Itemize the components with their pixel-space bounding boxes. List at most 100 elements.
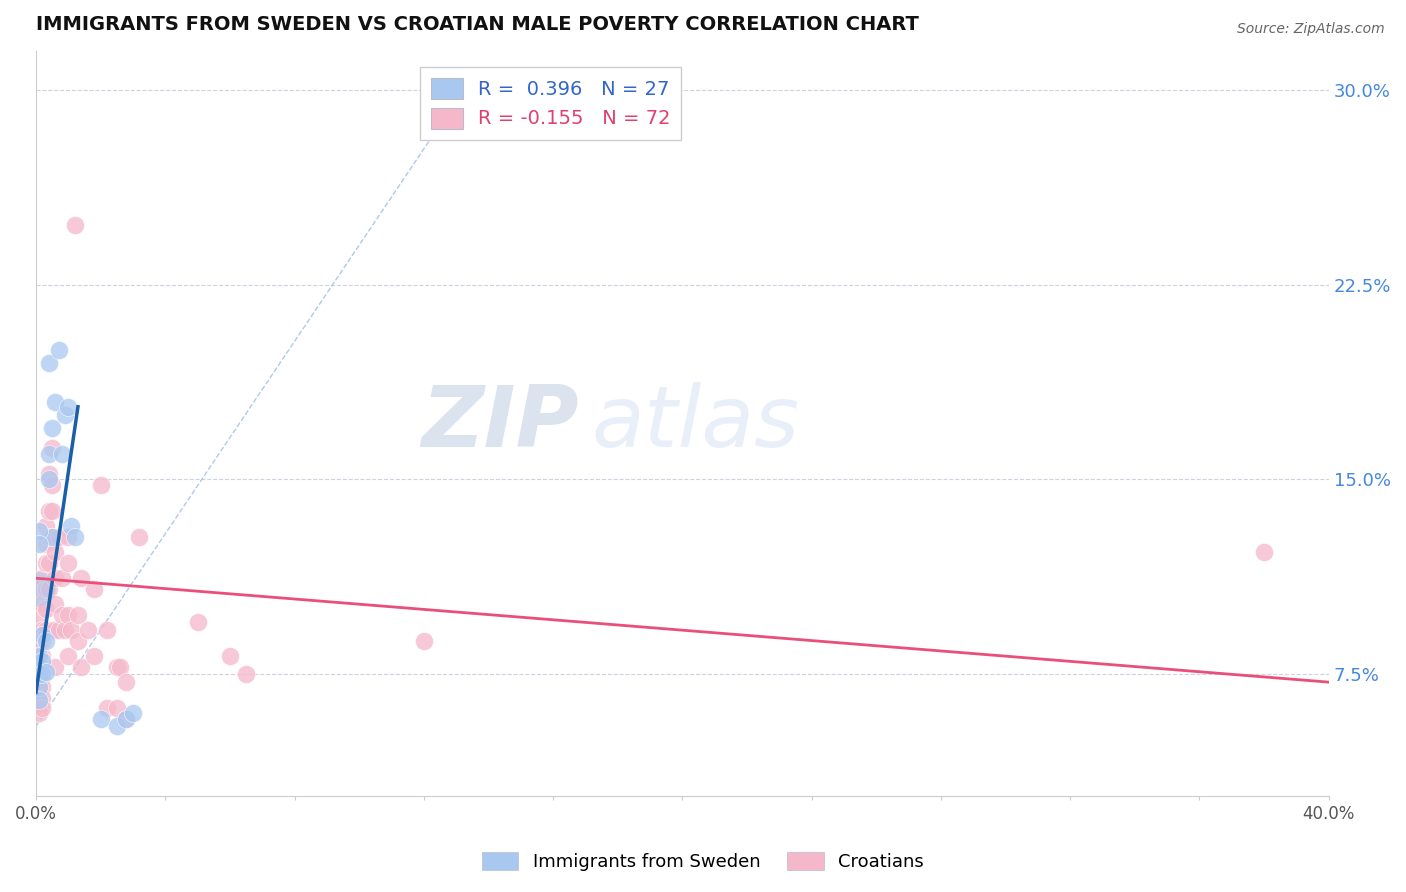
Point: [83, 649, 105, 664]
Point: [60, 623, 83, 637]
Point: [28, 633, 51, 648]
Point: [96, 623, 118, 637]
Point: [28, 667, 51, 681]
Point: [63, 530, 86, 544]
Point: [31, 667, 53, 681]
Point: [31, 633, 53, 648]
Point: [44, 394, 66, 409]
Point: [38, 556, 60, 570]
Point: [66, 607, 89, 622]
Point: [31, 670, 53, 684]
Point: [28, 582, 51, 596]
Point: [31, 690, 53, 705]
Point: [28, 524, 51, 539]
Point: [90, 477, 112, 491]
Legend: Immigrants from Sweden, Croatians: Immigrants from Sweden, Croatians: [475, 845, 931, 879]
Text: atlas: atlas: [592, 382, 800, 465]
Point: [41, 504, 63, 518]
Point: [34, 665, 56, 679]
Point: [41, 477, 63, 491]
Point: [38, 446, 60, 460]
Point: [31, 571, 53, 585]
Point: [38, 504, 60, 518]
Point: [105, 719, 128, 733]
Legend: R =  0.396   N = 27, R = -0.155   N = 72: R = 0.396 N = 27, R = -0.155 N = 72: [420, 67, 681, 140]
Point: [34, 519, 56, 533]
Point: [48, 623, 70, 637]
Point: [28, 607, 51, 622]
Point: [53, 408, 76, 422]
Point: [28, 696, 51, 710]
Point: [1253, 545, 1275, 559]
Point: [83, 582, 105, 596]
Point: [38, 355, 60, 369]
Point: [28, 693, 51, 707]
Point: [128, 530, 150, 544]
Point: [115, 712, 138, 726]
Point: [58, 649, 80, 664]
Point: [412, 633, 434, 648]
Point: [58, 530, 80, 544]
Point: [44, 623, 66, 637]
Point: [41, 420, 63, 434]
Point: [44, 571, 66, 585]
Point: [34, 582, 56, 596]
Point: [115, 712, 138, 726]
Point: [31, 623, 53, 637]
Point: [76, 623, 98, 637]
Text: IMMIGRANTS FROM SWEDEN VS CROATIAN MALE POVERTY CORRELATION CHART: IMMIGRANTS FROM SWEDEN VS CROATIAN MALE …: [37, 15, 918, 34]
Point: [90, 712, 112, 726]
Point: [27, 582, 49, 596]
Point: [34, 633, 56, 648]
Point: [60, 519, 83, 533]
Point: [41, 623, 63, 637]
Point: [31, 597, 53, 611]
Point: [34, 556, 56, 570]
Point: [41, 530, 63, 544]
Point: [28, 685, 51, 699]
Point: [235, 667, 257, 681]
Point: [70, 571, 93, 585]
Point: [186, 615, 208, 630]
Point: [34, 537, 56, 551]
Point: [31, 654, 53, 668]
Point: [28, 537, 51, 551]
Point: [41, 530, 63, 544]
Point: [66, 633, 89, 648]
Point: [44, 545, 66, 559]
Point: [51, 446, 73, 460]
Point: [31, 649, 53, 664]
Point: [58, 607, 80, 622]
Point: [38, 582, 60, 596]
Point: [28, 649, 51, 664]
Point: [31, 681, 53, 695]
Point: [105, 701, 128, 715]
Point: [31, 659, 53, 673]
Point: [48, 530, 70, 544]
Point: [44, 597, 66, 611]
Point: [70, 659, 93, 673]
Point: [122, 706, 145, 721]
Point: [44, 659, 66, 673]
Point: [38, 467, 60, 482]
Point: [105, 659, 128, 673]
Point: [38, 530, 60, 544]
Point: [28, 675, 51, 690]
Point: [31, 701, 53, 715]
Point: [28, 681, 51, 695]
Point: [28, 649, 51, 664]
Point: [115, 675, 138, 690]
Point: [63, 218, 86, 232]
Point: [38, 473, 60, 487]
Point: [31, 628, 53, 642]
Point: [41, 442, 63, 456]
Point: [34, 623, 56, 637]
Point: [58, 400, 80, 414]
Text: ZIP: ZIP: [422, 382, 579, 465]
Point: [28, 706, 51, 721]
Point: [28, 659, 51, 673]
Point: [34, 602, 56, 616]
Point: [58, 556, 80, 570]
Point: [51, 571, 73, 585]
Point: [108, 659, 131, 673]
